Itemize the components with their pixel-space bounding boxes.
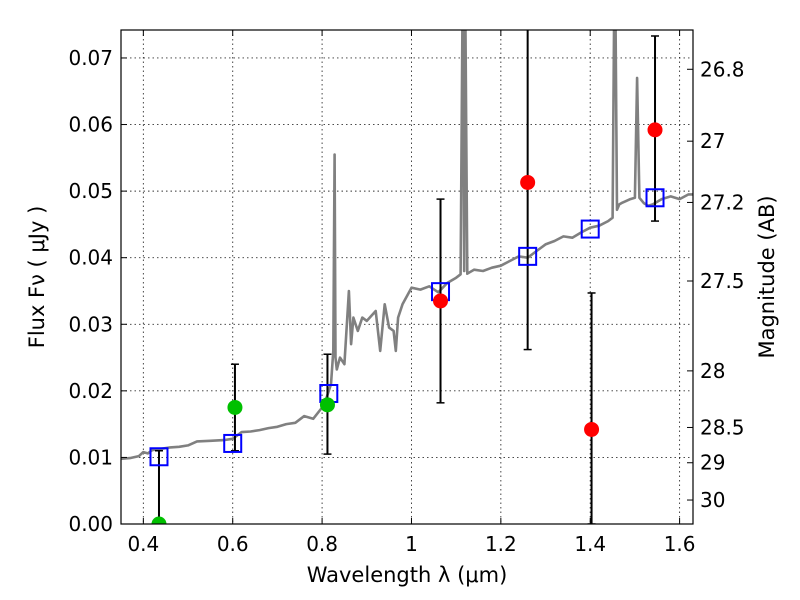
y2-tick-label: 26.8 — [700, 57, 745, 81]
model-square — [580, 219, 600, 239]
spectrum-line — [121, 30, 693, 461]
y2-tick-label: 27.2 — [700, 190, 745, 214]
x-tick-label: 1.4 — [574, 532, 606, 556]
observed-point — [584, 421, 600, 437]
observed-point — [319, 397, 335, 413]
observed-point — [520, 174, 536, 190]
y-axis-label: Flux Fν ( μJy ) — [25, 206, 49, 349]
y2-tick-label: 27 — [700, 129, 725, 153]
observed-point — [227, 399, 243, 415]
model-square — [149, 447, 169, 467]
observed-point — [647, 122, 663, 138]
model-square — [645, 188, 665, 208]
y-tick-label: 0.04 — [68, 246, 113, 270]
y-tick-label: 0.01 — [68, 445, 113, 469]
x-tick-label: 1 — [405, 532, 418, 556]
observed-point — [433, 293, 449, 309]
grid-lines — [121, 30, 693, 524]
x-tick-label: 0.8 — [306, 532, 338, 556]
y-tick-label: 0.03 — [68, 312, 113, 336]
y-tick-label: 0.00 — [68, 512, 113, 536]
y2-axis-label: Magnitude (AB) — [755, 195, 779, 358]
y-tick-label: 0.02 — [68, 379, 113, 403]
plot-frame — [120, 29, 694, 525]
model-square — [518, 246, 538, 266]
y2-tick-label: 27.5 — [700, 269, 745, 293]
y2-tick-label: 29 — [700, 451, 725, 475]
x-tick-label: 1.6 — [664, 532, 696, 556]
y-tick-label: 0.07 — [68, 46, 113, 70]
x-axis-label: Wavelength λ (μm) — [307, 563, 508, 587]
x-tick-label: 1.2 — [485, 532, 517, 556]
y-tick-label: 0.05 — [68, 179, 113, 203]
x-tick-label: 0.4 — [127, 532, 159, 556]
y2-tick-label: 28 — [700, 359, 725, 383]
y2-tick-label: 30 — [700, 488, 725, 512]
x-tick-label: 0.6 — [217, 532, 249, 556]
axis-ticks: 0.4 0.6 0.8 1 1.2 1.4 1.6 0.00 0.01 0.02 0.03 0.04 0… — [68, 30, 745, 556]
plot-area — [121, 30, 693, 524]
model-square — [223, 433, 243, 453]
observed-point — [151, 516, 167, 524]
y-tick-label: 0.06 — [68, 113, 113, 137]
y2-tick-label: 28.5 — [700, 415, 745, 439]
